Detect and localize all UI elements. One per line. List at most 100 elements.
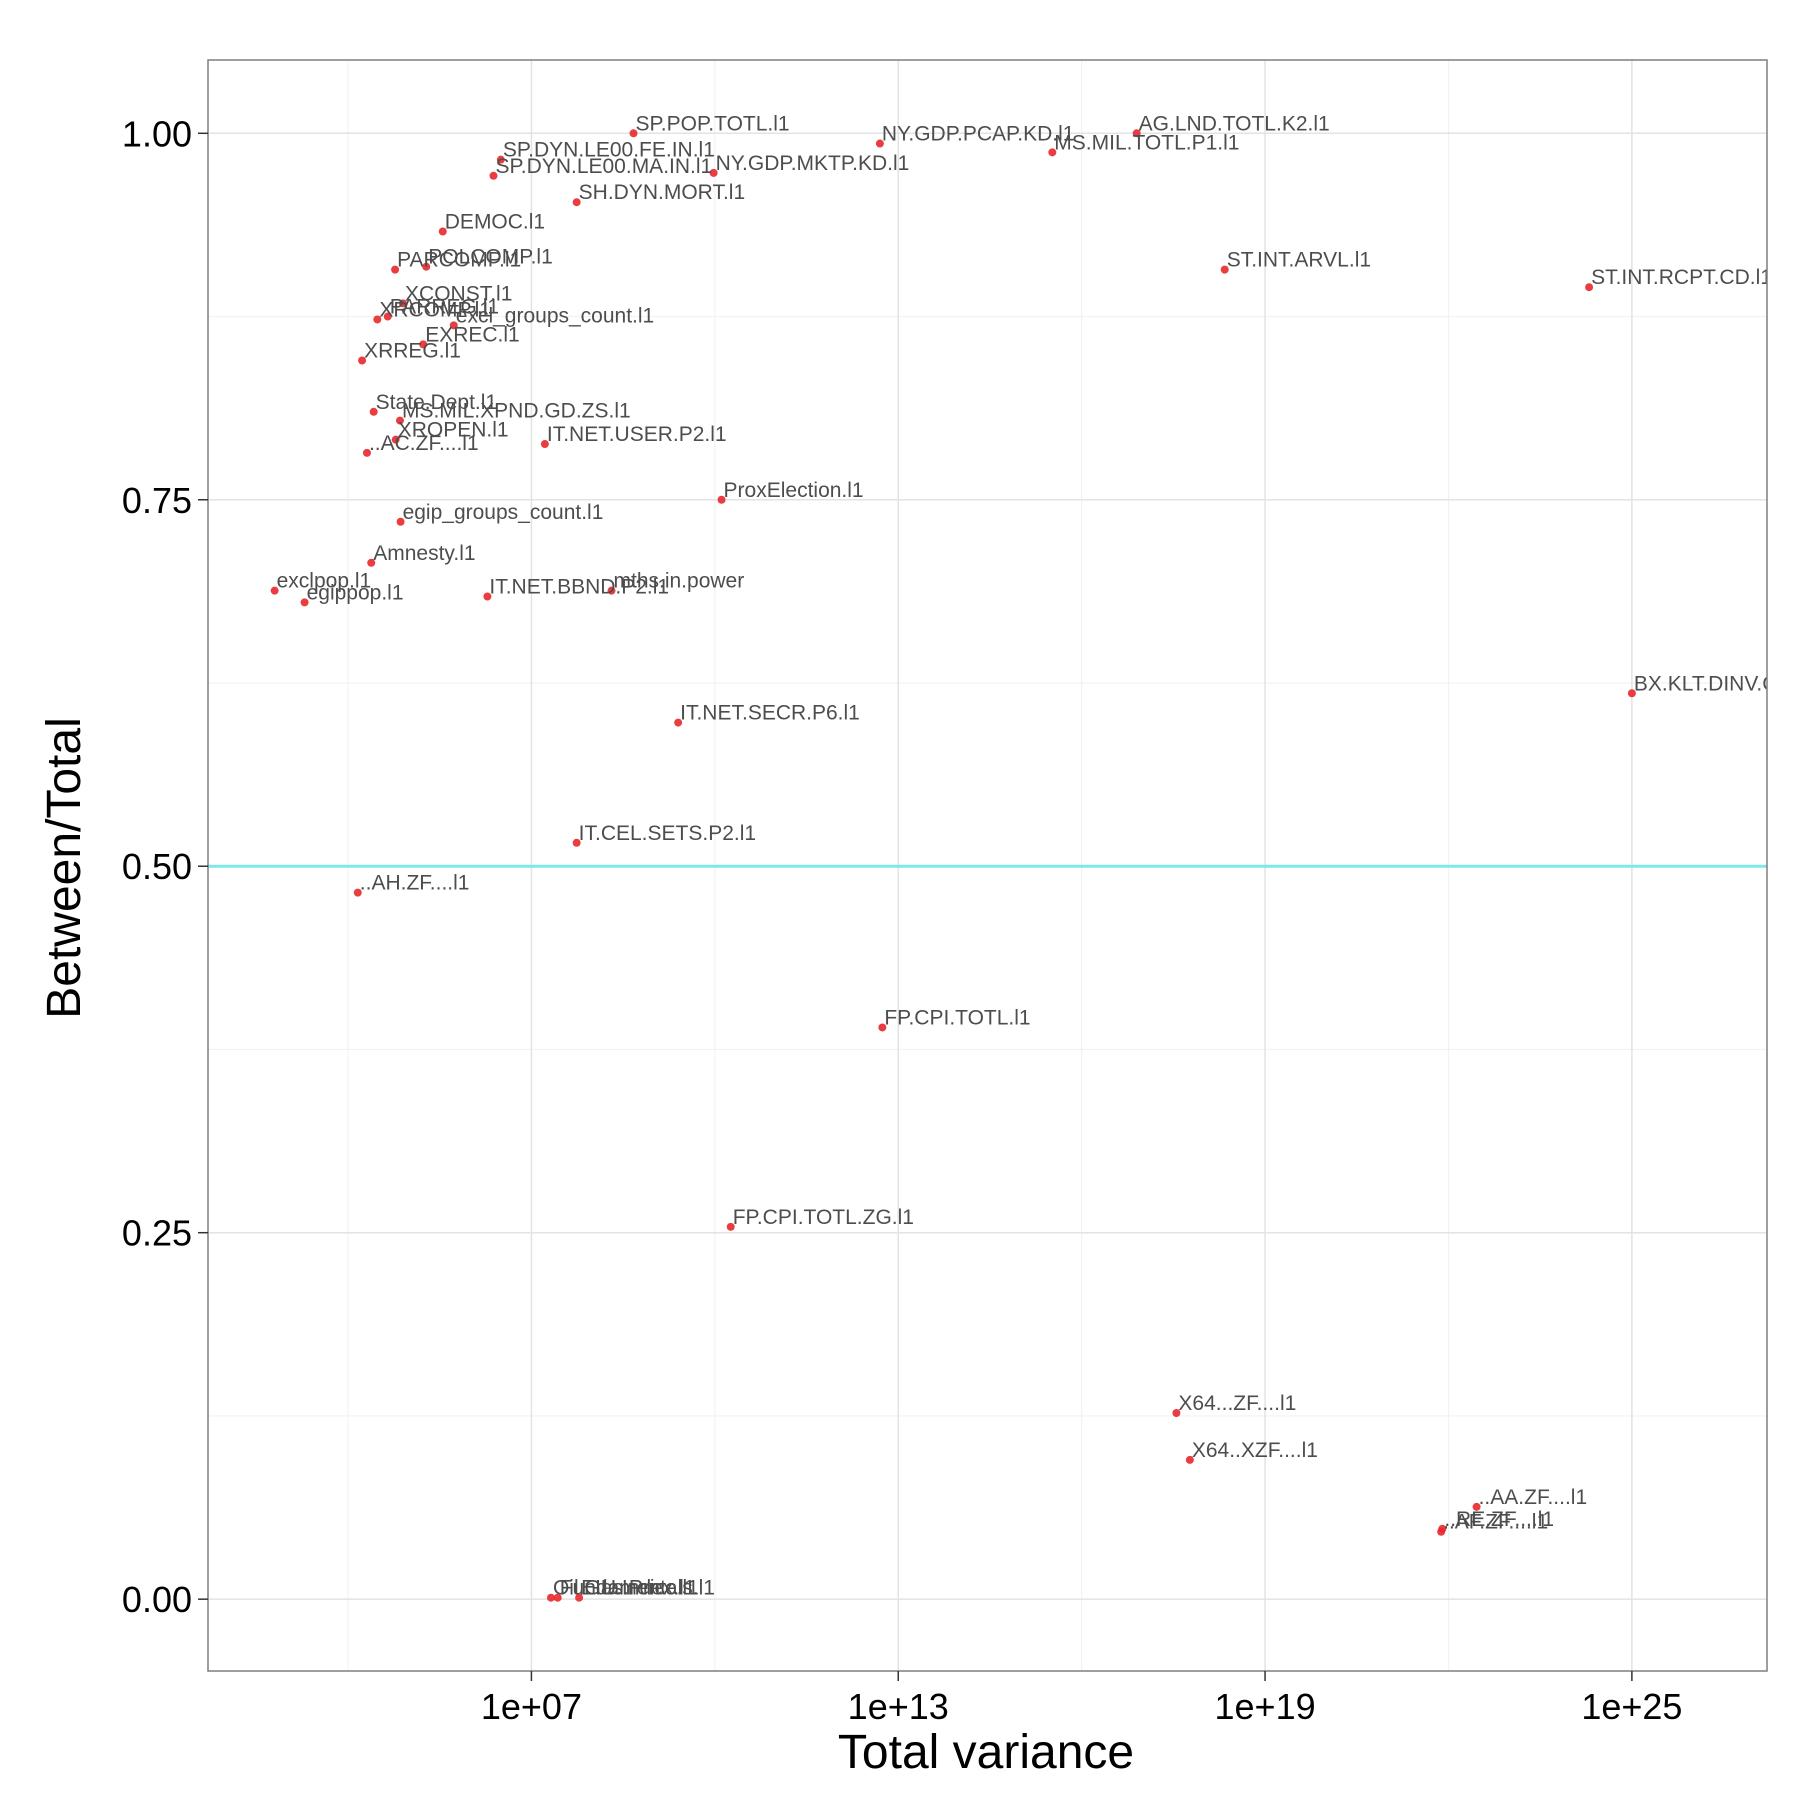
- point-label: exclpop.l1: [277, 570, 372, 593]
- data-point: [540, 440, 549, 449]
- x-tick-label: 1e+25: [1581, 1686, 1682, 1727]
- point-label: X64...ZF....l1: [1178, 1392, 1296, 1415]
- y-tick-label: 0.50: [122, 846, 192, 887]
- data-point: [395, 416, 404, 425]
- data-point: [709, 168, 718, 177]
- point-label: Oil.Gas.Price.l1: [553, 1577, 699, 1600]
- data-point: [396, 517, 405, 526]
- x-tick-label: 1e+19: [1215, 1686, 1316, 1727]
- point-label: egippop.l1: [307, 581, 404, 604]
- data-point: [878, 1023, 887, 1032]
- point-label: NY.GDP.PCAP.KD.l1: [882, 123, 1075, 146]
- data-point: [1172, 1409, 1181, 1418]
- x-axis-title: Total variance: [838, 1726, 1134, 1779]
- point-label: ..RE.ZF....l1: [1444, 1508, 1554, 1531]
- data-point: [391, 435, 400, 444]
- point-label: ProxElection.l1: [724, 479, 864, 502]
- data-point: [1472, 1502, 1481, 1511]
- point-label: excl_groups_count.l1: [456, 304, 654, 327]
- data-point: [496, 155, 505, 164]
- point-label: EXREC.l1: [425, 323, 520, 346]
- point-label: XROPEN.l1: [398, 419, 509, 442]
- data-point: [607, 586, 616, 595]
- y-tick-label: 0.25: [122, 1213, 192, 1254]
- point-label: ..AF.ZF....l1: [1443, 1511, 1548, 1534]
- data-point: [1132, 129, 1141, 138]
- y-axis-title: Between/Total: [38, 717, 91, 1019]
- data-point: [362, 448, 371, 457]
- x-tick-label: 1e+13: [848, 1686, 949, 1727]
- data-point: [383, 312, 392, 321]
- data-point: [572, 198, 581, 207]
- point-label: FP.CPI.TOTL.l1: [884, 1006, 1030, 1029]
- point-label: XRCOMP.l1: [379, 298, 491, 321]
- y-tick-label: 0.75: [122, 480, 192, 521]
- data-point: [369, 407, 378, 416]
- data-point: [553, 1593, 562, 1602]
- data-point: [449, 321, 458, 330]
- data-point: [438, 227, 447, 236]
- point-label: SP.POP.TOTL.l1: [636, 112, 790, 135]
- point-label: Amnesty.l1: [373, 542, 475, 565]
- y-tick-label: 0.00: [122, 1579, 192, 1620]
- data-point: [726, 1222, 735, 1231]
- point-label: Fundamentals.l1: [560, 1577, 715, 1600]
- data-point: [674, 718, 683, 727]
- data-point: [422, 262, 431, 271]
- data-point: [575, 1593, 584, 1602]
- y-axis-ticks: 0.00 0.25 0.50 0.75 1.00: [122, 113, 208, 1620]
- data-point: [270, 586, 279, 595]
- point-label: DEMOC.l1: [445, 211, 545, 234]
- point-label: BX.KLT.DINV.CD.l1: [1634, 672, 1800, 695]
- point-label: ST.INT.ARVL.l1: [1227, 249, 1371, 272]
- data-point: [1585, 283, 1594, 292]
- data-point: [483, 592, 492, 601]
- point-label: PARCOMP.l1: [397, 249, 521, 272]
- point-label: ..AH.ZF....l1: [360, 872, 470, 895]
- data-point: [1627, 689, 1636, 698]
- point-label: X64..XZF....l1: [1192, 1439, 1318, 1462]
- point-label: ST.INT.RCPT.CD.l1: [1591, 266, 1772, 289]
- point-label: ..AC.ZF....l1: [369, 432, 479, 455]
- point-label: AG.LND.TOTL.K2.l1: [1139, 112, 1330, 135]
- point-label: IT.NET.BBND.P2.l1: [489, 576, 669, 599]
- x-axis-ticks: 1e+07 1e+13 1e+19 1e+25: [481, 1671, 1682, 1727]
- data-points: [270, 129, 1636, 1602]
- point-label: ..AA.ZF....l1: [1479, 1486, 1588, 1509]
- data-point: [489, 171, 498, 180]
- x-tick-label: 1e+07: [481, 1686, 582, 1727]
- data-point: [300, 598, 309, 607]
- data-point: [1048, 148, 1057, 157]
- data-point: [358, 356, 367, 365]
- data-point: [629, 129, 638, 138]
- point-label: SH.DYN.MORT.l1: [579, 181, 745, 204]
- point-label: mths.in.power: [614, 570, 745, 593]
- point-label: MS.MIL.XPND.GD.ZS.l1: [402, 400, 631, 423]
- point-label: egip_groups_count.l1: [403, 501, 604, 524]
- point-labels: SP.POP.TOTL.l1 SP.DYN.LE00.FE.IN.l1SP.DYN…: [277, 112, 1800, 1600]
- point-label: PARREG.l1: [390, 296, 499, 319]
- point-label: IT.NET.USER.P2.l1: [547, 423, 727, 446]
- data-point: [1437, 1527, 1446, 1536]
- data-point: [717, 495, 726, 504]
- point-label: State.Dept.l1: [376, 391, 497, 414]
- point-label: SP.DYN.LE00.FE.IN.l1: [503, 139, 715, 162]
- data-point: [399, 299, 408, 308]
- data-point: [546, 1593, 555, 1602]
- point-label: POLCOMP.l1: [428, 246, 553, 269]
- point-label: IT.CEL.SETS.P2.l1: [579, 822, 756, 845]
- point-label: FP.CPI.TOTL.ZG.l1: [733, 1206, 914, 1229]
- point-label: SP.DYN.LE00.MA.IN.l1: [496, 155, 713, 178]
- y-tick-label: 1.00: [122, 113, 192, 154]
- point-label: XRREG.l1: [364, 340, 461, 363]
- data-point: [353, 888, 362, 897]
- data-point: [572, 838, 581, 847]
- data-point: [367, 558, 376, 567]
- data-point: [875, 139, 884, 148]
- point-label: MS.MIL.TOTL.P1.l1: [1054, 131, 1239, 154]
- data-point: [1185, 1455, 1194, 1464]
- point-label: EIU.Index.l1: [581, 1577, 695, 1600]
- point-label: IT.NET.SECR.P6.l1: [680, 702, 860, 725]
- data-point: [1220, 265, 1229, 274]
